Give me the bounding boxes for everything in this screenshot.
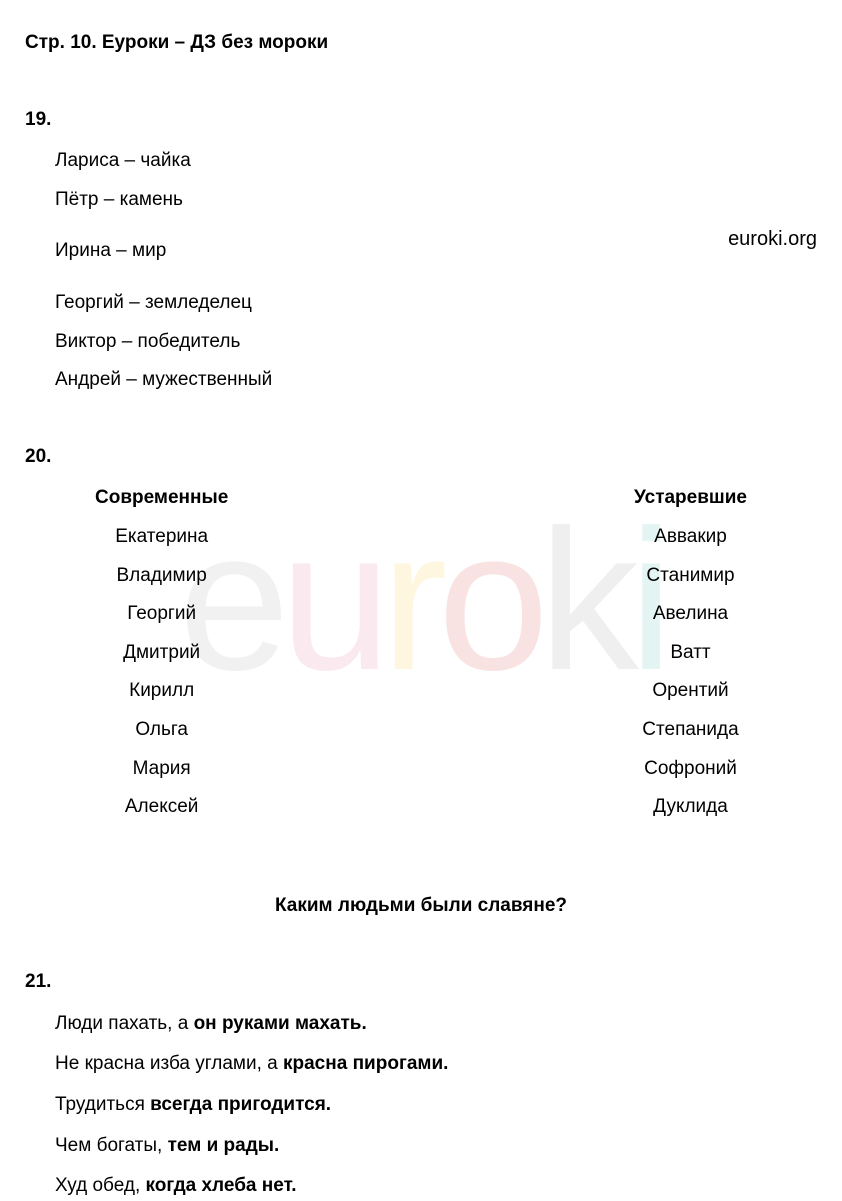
list-item: Люди пахать, а он руками махать. bbox=[55, 1011, 817, 1038]
list-item: Ирина – мир bbox=[55, 238, 817, 265]
list-item: Ватт bbox=[634, 640, 747, 667]
proverb-bold: всегда пригодится. bbox=[150, 1094, 331, 1115]
list-item: Лариса – чайка bbox=[55, 148, 817, 175]
list-item: Георгий – земледелец bbox=[55, 290, 817, 317]
column-archaic: Устаревшие Аввакир Станимир Авелина Ватт… bbox=[634, 485, 747, 832]
list-item: Аввакир bbox=[634, 524, 747, 551]
list-item: Дуклида bbox=[634, 794, 747, 821]
proverb-bold: тем и рады. bbox=[168, 1135, 280, 1156]
list-item: Кирилл bbox=[95, 678, 228, 705]
column-modern: Современные Екатерина Владимир Георгий Д… bbox=[95, 485, 228, 832]
list-item: Алексей bbox=[95, 794, 228, 821]
list-item: Не красна изба углами, а красна пирогами… bbox=[55, 1051, 817, 1078]
exercise-21: 21. Люди пахать, а он руками махать. Не … bbox=[25, 969, 817, 1200]
list-item: Ольга bbox=[95, 717, 228, 744]
list-item: Мария bbox=[95, 756, 228, 783]
list-item: Станимир bbox=[634, 563, 747, 590]
section-title: Каким людьми были славяне? bbox=[25, 893, 817, 920]
list-item: Владимир bbox=[95, 563, 228, 590]
proverb-prefix: Трудиться bbox=[55, 1094, 150, 1115]
exercise-number-19: 19. bbox=[25, 107, 817, 134]
exercise-19: 19. Лариса – чайка Пётр – камень Ирина –… bbox=[25, 107, 817, 394]
proverb-prefix: Люди пахать, а bbox=[55, 1013, 194, 1034]
list-item: Виктор – победитель bbox=[55, 329, 817, 356]
document-content: Стр. 10. Еуроки – ДЗ без мороки 19. Лари… bbox=[25, 30, 817, 1200]
list-item: Софроний bbox=[634, 756, 747, 783]
list-item: Авелина bbox=[634, 601, 747, 628]
proverb-prefix: Чем богаты, bbox=[55, 1135, 168, 1156]
list-item: Дмитрий bbox=[95, 640, 228, 667]
list-item: Худ обед, когда хлеба нет. bbox=[55, 1173, 817, 1200]
proverb-prefix: Худ обед, bbox=[55, 1175, 146, 1196]
list-item: Трудиться всегда пригодится. bbox=[55, 1092, 817, 1119]
list-item: Георгий bbox=[95, 601, 228, 628]
exercise-20: 20. Современные Екатерина Владимир Георг… bbox=[25, 444, 817, 833]
exercise-number-20: 20. bbox=[25, 444, 817, 471]
list-item: Степанида bbox=[634, 717, 747, 744]
list-item: Андрей – мужественный bbox=[55, 367, 817, 394]
list-item: Пётр – камень bbox=[55, 187, 817, 214]
list-item: Екатерина bbox=[95, 524, 228, 551]
proverb-bold: он руками махать. bbox=[194, 1013, 367, 1034]
column-header-modern: Современные bbox=[95, 485, 228, 512]
list-item: Орентий bbox=[634, 678, 747, 705]
exercise-number-21: 21. bbox=[25, 969, 817, 996]
proverb-bold: красна пирогами. bbox=[283, 1053, 448, 1074]
proverb-bold: когда хлеба нет. bbox=[146, 1175, 297, 1196]
page-header: Стр. 10. Еуроки – ДЗ без мороки bbox=[25, 30, 817, 57]
column-header-archaic: Устаревшие bbox=[634, 485, 747, 512]
proverb-prefix: Не красна изба углами, а bbox=[55, 1053, 283, 1074]
list-item: Чем богаты, тем и рады. bbox=[55, 1133, 817, 1160]
